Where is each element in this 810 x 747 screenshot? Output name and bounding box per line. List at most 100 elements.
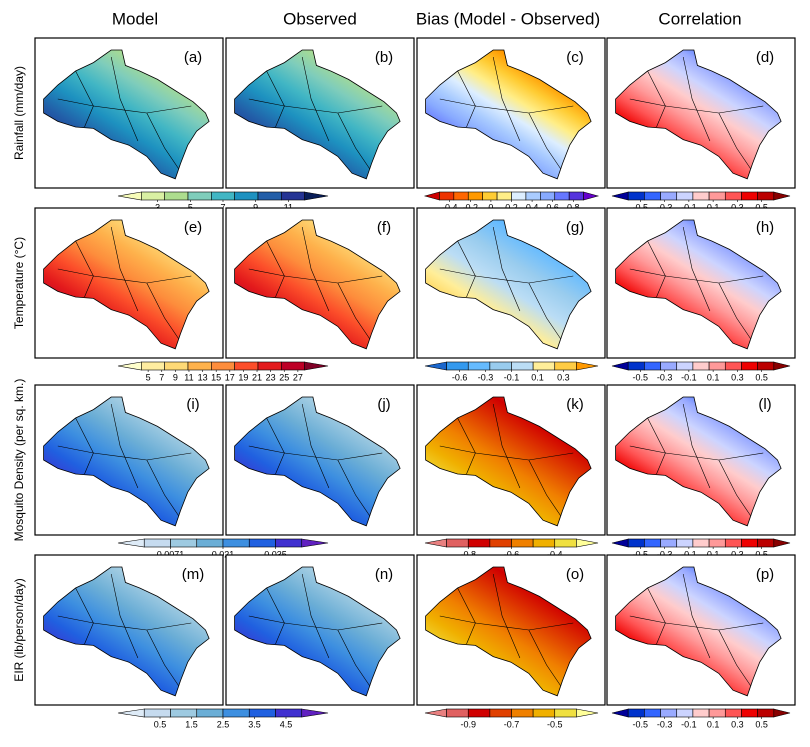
panel-label: (j)	[377, 396, 390, 413]
colorbar-end	[773, 708, 791, 718]
panel-label: (g)	[566, 219, 584, 236]
colorbar-end	[117, 191, 142, 201]
panel-label: (o)	[566, 566, 584, 583]
colorbar-swatch	[496, 191, 512, 201]
colorbar-end	[611, 538, 629, 548]
colorbar-tick-label: 0.3	[731, 719, 744, 729]
district-boundary	[57, 615, 94, 624]
colorbar-swatch	[757, 538, 775, 548]
district-boundary	[439, 98, 476, 107]
row-label: EIR (ib/person/day)	[12, 578, 26, 681]
district-boundary	[337, 629, 371, 687]
colorbar-tick-label: -0.3	[657, 719, 673, 729]
district-boundary	[528, 112, 562, 170]
colorbar-swatch	[275, 708, 303, 718]
colorbar-swatch	[724, 708, 742, 718]
colorbar-swatch	[660, 538, 678, 548]
row-label: Mosquito Density (per sq. km.)	[12, 379, 26, 542]
colorbar-swatch	[141, 361, 165, 371]
colorbar-swatch	[660, 191, 678, 201]
colorbar-swatch	[164, 361, 189, 371]
colorbar-swatch	[676, 708, 694, 718]
colorbar-tick-label: 0.5	[154, 719, 167, 729]
colorbar-tick-label: 9	[253, 202, 258, 212]
colorbar-tick-label: 7	[220, 202, 225, 212]
district-boundary	[439, 445, 476, 454]
colorbar-tick-label: -0.8	[460, 549, 476, 559]
colorbar-tick-label: 2.5	[217, 719, 230, 729]
colorbar-end	[576, 538, 599, 548]
district-boundary	[57, 98, 94, 107]
colorbar-swatch	[741, 361, 758, 371]
district-boundary	[629, 268, 666, 277]
colorbar-tick-label: -0.1	[681, 719, 697, 729]
colorbar-swatch	[248, 538, 276, 548]
colorbar-swatch	[660, 361, 678, 371]
colorbar-tick-label: -0.3	[657, 549, 673, 559]
colorbar-end	[773, 361, 791, 371]
district-boundary	[439, 615, 476, 624]
colorbar-swatch	[741, 708, 758, 718]
district-boundary	[492, 56, 521, 142]
panel-label: (d)	[756, 49, 774, 66]
district-boundary	[337, 282, 371, 340]
colorbar-end	[773, 191, 791, 201]
colorbar-swatch	[554, 191, 570, 201]
colorbar-tick-label: -0.7	[504, 719, 520, 729]
colorbar-swatch	[489, 361, 512, 371]
colorbar-tick-label: 13	[198, 372, 208, 382]
panel-label: (m)	[182, 566, 205, 583]
district-boundary	[57, 268, 94, 277]
colorbar-swatch	[644, 538, 661, 548]
colorbar-tick-label: 0.1	[707, 202, 720, 212]
district-boundary	[146, 282, 180, 340]
colorbar-swatch	[141, 191, 165, 201]
district-boundary	[248, 98, 285, 107]
colorbar-swatch	[164, 191, 189, 201]
district-boundary	[146, 112, 180, 170]
colorbar-swatch	[568, 191, 584, 201]
colorbar-tick-label: 0.035	[264, 549, 287, 559]
colorbar-end	[301, 708, 329, 718]
colorbar-swatch	[676, 361, 694, 371]
district-boundary	[528, 629, 562, 687]
colorbar-tick-label: -0.1	[681, 372, 697, 382]
colorbar-swatch	[708, 708, 726, 718]
district-boundary	[337, 459, 371, 517]
colorbar-tick-label: -0.5	[633, 549, 649, 559]
colorbar-swatch	[248, 708, 276, 718]
colorbar-swatch	[143, 708, 171, 718]
panel-label: (e)	[184, 219, 202, 236]
colorbar-tick-label: 0.3	[557, 372, 570, 382]
colorbar-swatch	[708, 191, 726, 201]
district-boundary	[718, 459, 752, 517]
panel-label: (a)	[184, 49, 202, 66]
panel-label: (c)	[566, 49, 584, 66]
colorbar-swatch	[467, 538, 491, 548]
colorbar-tick-label: 0.6	[546, 202, 559, 212]
colorbar-tick-label: 0.8	[567, 202, 580, 212]
column-header: Correlation	[658, 9, 741, 28]
colorbar-tick-label: -0.6	[452, 372, 468, 382]
colorbar-tick-label: -0.3	[657, 202, 673, 212]
colorbar-swatch	[257, 361, 282, 371]
district-boundary	[248, 445, 285, 454]
colorbar-swatch	[453, 191, 469, 201]
district-boundary	[629, 445, 666, 454]
colorbar-tick-label: 0.5	[755, 549, 768, 559]
colorbar-tick-label: -0.5	[633, 202, 649, 212]
colorbar-swatch	[724, 361, 742, 371]
colorbar-swatch	[554, 361, 577, 371]
colorbar-end	[117, 361, 142, 371]
colorbar-swatch	[511, 708, 534, 718]
colorbar-tick-label: 11	[184, 372, 193, 382]
colorbar-tick-label: 0.5	[755, 372, 768, 382]
colorbar-tick-label: -0.5	[633, 372, 649, 382]
colorbar-swatch	[692, 191, 710, 201]
colorbar-tick-label: 19	[238, 372, 248, 382]
colorbar-tick-label: 0.1	[707, 719, 720, 729]
colorbar-swatch	[234, 191, 259, 201]
district-boundary	[629, 615, 666, 624]
colorbar-tick-label: 0.0071	[157, 549, 185, 559]
district-boundary	[301, 403, 330, 489]
